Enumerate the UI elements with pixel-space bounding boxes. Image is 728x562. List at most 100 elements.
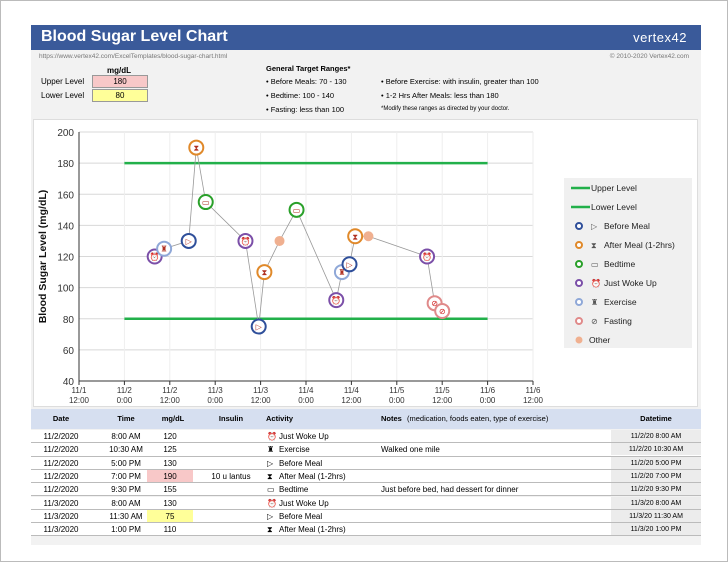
cell-mgdl[interactable]: 120 (163, 432, 177, 441)
target-before-exercise: • Before Exercise: with insulin, greater… (381, 77, 539, 86)
cell-activity[interactable]: Before Meal (279, 458, 323, 468)
cell-time[interactable]: 9:30 PM (111, 485, 141, 495)
point-icon: ♜ (161, 245, 168, 254)
x-tick-label: 11/4 0:00 (298, 386, 314, 405)
activity-icon: ⧗ (267, 471, 273, 481)
legend-marker-icon (575, 241, 583, 249)
legend-marker-icon (575, 260, 583, 268)
x-tick-label: 11/4 12:00 (341, 386, 362, 405)
point-icon: ⏰ (331, 295, 341, 305)
activity-icon: ▷ (267, 511, 274, 521)
cell-mgdl[interactable]: 155 (163, 485, 177, 495)
cell-activity[interactable]: Exercise (279, 445, 310, 455)
activity-icon: ⧗ (267, 525, 273, 535)
lower-level-input[interactable]: 80 (92, 89, 148, 102)
table-row: 11/2/2020 9:30 PM 155 ▭ Bedtime Just bef… (31, 483, 701, 497)
cell-notes[interactable]: Just before bed, had dessert for dinner (381, 485, 519, 495)
cell-mgdl[interactable]: 130 (163, 498, 177, 508)
legend-activity-icon: ⧗ (591, 241, 597, 250)
point-icon: ⏰ (240, 236, 250, 246)
cell-time[interactable]: 8:00 AM (111, 498, 141, 508)
cell-date[interactable]: 11/2/2020 (43, 471, 79, 481)
data-point-exercise (156, 240, 173, 257)
cell-time[interactable]: 10:30 AM (109, 445, 143, 455)
legend-label: Bedtime (604, 259, 635, 269)
y-tick-label: 180 (57, 159, 74, 170)
legend-marker-icon (575, 317, 583, 325)
cell-date[interactable]: 11/3/2020 (43, 511, 79, 521)
target-bedtime: • Bedtime: 100 - 140 (266, 91, 335, 100)
header-mgdl: mg/dL (161, 414, 185, 423)
header-activity: Activity (266, 414, 294, 423)
table-header (31, 409, 701, 429)
x-tick-label: 11/3 0:00 (207, 386, 223, 405)
data-point-just-woke-up (419, 248, 436, 265)
cell-mgdl[interactable]: 190 (147, 469, 193, 482)
cell-date[interactable]: 11/2/2020 (43, 485, 79, 495)
y-tick-label: 60 (63, 346, 75, 357)
title-banner: Blood Sugar Level Chart vertex42 (31, 25, 701, 50)
cell-activity[interactable]: Just Woke Up (279, 432, 329, 441)
legend-activity-icon: ▷ (591, 222, 598, 231)
target-before-meals: • Before Meals: 70 - 130 (266, 77, 347, 86)
point-icon: ⧗ (262, 268, 268, 277)
point-icon: ⏰ (422, 252, 432, 262)
table-row: 11/2/2020 10:30 AM 125 ♜ Exercise Walked… (31, 443, 701, 457)
cell-time[interactable]: 1:00 PM (111, 525, 141, 535)
data-point-before-meal (250, 318, 267, 335)
y-tick-label: 160 (57, 190, 74, 201)
x-tick-label: 11/2 12:00 (160, 386, 181, 405)
cell-activity[interactable]: After Meal (1-2hrs) (279, 471, 346, 481)
legend-marker-icon (575, 222, 583, 230)
series-line (154, 147, 443, 327)
legend-label: After Meal (1-2hrs) (604, 240, 675, 250)
cell-notes[interactable]: Walked one mile (381, 445, 440, 455)
cell-activity[interactable]: Bedtime (279, 485, 309, 495)
cell-time[interactable]: 7:00 PM (111, 471, 141, 481)
cell-time[interactable]: 5:00 PM (111, 458, 141, 468)
legend-activity-icon: ♜ (591, 298, 598, 307)
cell-time[interactable]: 8:00 AM (111, 432, 141, 441)
data-point-before-meal (341, 256, 358, 273)
data-point-just-woke-up (237, 232, 254, 249)
lower-level-label: Lower Level (41, 91, 85, 100)
cell-date[interactable]: 11/2/2020 (43, 432, 79, 441)
target-fasting: • Fasting: less than 100 (266, 105, 345, 114)
cell-activity[interactable]: Just Woke Up (279, 498, 329, 508)
upper-level-input[interactable]: 180 (92, 75, 148, 88)
activity-icon: ⏰ (267, 498, 277, 508)
y-tick-label: 140 (57, 221, 74, 232)
cell-mgdl[interactable]: 130 (163, 458, 177, 468)
target-after-meals: • 1-2 Hrs After Meals: less than 180 (381, 91, 499, 100)
cell-date[interactable]: 11/2/2020 (43, 458, 79, 468)
data-point-fasting (434, 302, 451, 319)
point-icon: ♜ (338, 268, 345, 277)
data-point-bedtime (197, 194, 214, 211)
point-icon: ⧗ (193, 144, 199, 153)
cell-date[interactable]: 11/3/2020 (43, 525, 79, 535)
chart-area: 40 60 80 100 120 140 160 180 200 11/1 12:00 11/2 0:0… (33, 119, 698, 407)
activity-icon: ▭ (267, 485, 275, 495)
legend-label: Just Woke Up (604, 278, 657, 288)
table-row: 11/3/2020 11:30 AM 75 ▷ Before Meal 11/3… (31, 509, 701, 524)
x-tick-label: 11/2 0:00 (117, 386, 133, 405)
cell-mgdl[interactable]: 75 (147, 509, 193, 522)
cell-datetime: 11/3/20 1:00 PM (611, 523, 701, 536)
header-time: Time (117, 414, 135, 423)
cell-date[interactable]: 11/3/2020 (43, 498, 79, 508)
point-icon: ▷ (346, 260, 353, 269)
copyright: © 2010-2020 Vertex42.com (609, 53, 689, 60)
cell-time[interactable]: 11:30 AM (109, 511, 143, 521)
data-point-after-meal-hrs- (188, 139, 205, 156)
x-tick-label: 11/1 12:00 (69, 386, 90, 405)
point-icon: ⏰ (150, 252, 160, 262)
upper-level-label: Upper Level (41, 77, 85, 86)
cell-activity[interactable]: After Meal (1-2hrs) (279, 525, 346, 535)
cell-activity[interactable]: Before Meal (279, 511, 323, 521)
cell-mgdl[interactable]: 125 (163, 445, 177, 455)
cell-date[interactable]: 11/2/2020 (43, 445, 79, 455)
cell-mgdl[interactable]: 110 (163, 525, 177, 535)
activity-icon: ⏰ (267, 432, 277, 441)
source-url[interactable]: https://www.vertex42.com/ExcelTemplates/… (39, 53, 228, 60)
cell-insulin[interactable]: 10 u lantus (211, 471, 251, 481)
